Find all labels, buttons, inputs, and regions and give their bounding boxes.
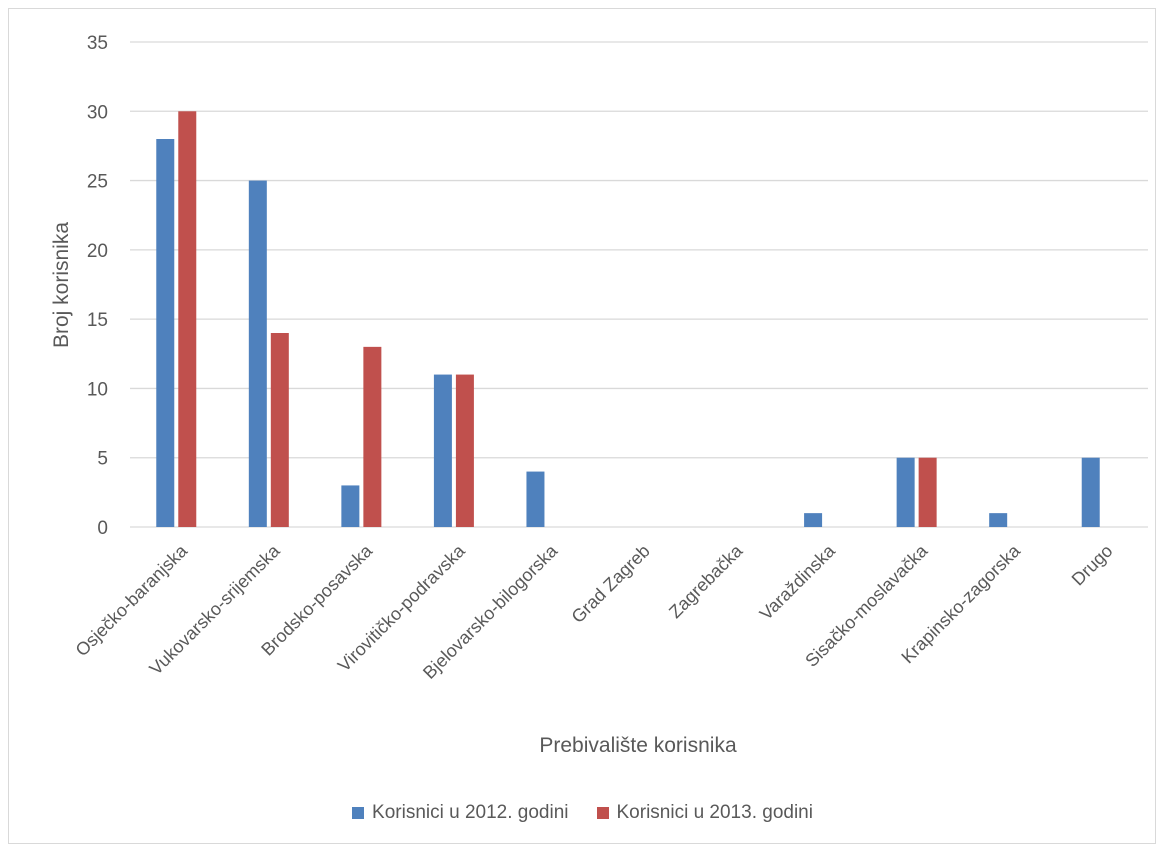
x-axis-tick-labels: Osječko-baranjskaVukovarsko-srijemskaBro… [72, 540, 1117, 683]
x-tick-label-6: Zagrebačka [665, 540, 747, 622]
legend-item-2013: Korisnici u 2013. godini [596, 802, 813, 824]
y-tick-label-15: 15 [87, 310, 108, 331]
bar-2013-2 [363, 346, 382, 527]
x-tick-label-5: Grad Zagreb [568, 541, 654, 627]
gridlines [130, 41, 1148, 528]
y-axis-tick-labels: 0 5 10 15 20 25 30 35 [87, 33, 108, 539]
x-axis-title: Prebivalište korisnika [539, 734, 737, 757]
chart-frame [8, 8, 1156, 844]
y-tick-label-25: 25 [87, 172, 108, 193]
y-tick-label-20: 20 [87, 241, 108, 262]
bar-2013-1 [270, 333, 289, 527]
bar-2012-1 [248, 180, 267, 528]
legend-swatch-2012 [352, 807, 365, 819]
bar-2012-10 [1081, 457, 1100, 527]
bar-2012-4 [526, 471, 545, 527]
legend: Korisnici u 2012. godini Korisnici u 201… [0, 802, 1165, 824]
bar-2012-7 [804, 513, 823, 527]
y-tick-label-10: 10 [87, 379, 108, 400]
bar-2013-3 [455, 374, 474, 527]
bars [156, 111, 1100, 528]
bar-2012-3 [433, 374, 452, 527]
legend-label-2012: Korisnici u 2012. godini [372, 802, 569, 823]
bar-2012-9 [989, 513, 1008, 527]
x-tick-label-7: Varaždinska [756, 540, 840, 624]
y-tick-label-30: 30 [87, 102, 108, 123]
y-tick-label-0: 0 [97, 518, 108, 539]
bar-2013-8 [918, 457, 937, 527]
legend-label-2013: Korisnici u 2013. godini [616, 802, 813, 823]
legend-item-2012: Korisnici u 2012. godini [352, 802, 569, 824]
bar-2013-0 [178, 111, 197, 528]
y-tick-label-35: 35 [87, 33, 108, 54]
x-tick-label-10: Drugo [1068, 541, 1117, 590]
bar-2012-2 [341, 485, 360, 527]
bar-2012-0 [156, 139, 175, 527]
y-tick-label-5: 5 [97, 449, 108, 470]
legend-swatch-2013 [596, 807, 609, 819]
y-axis-title: Broj korisnika [50, 222, 73, 348]
bar-2012-8 [896, 457, 915, 527]
